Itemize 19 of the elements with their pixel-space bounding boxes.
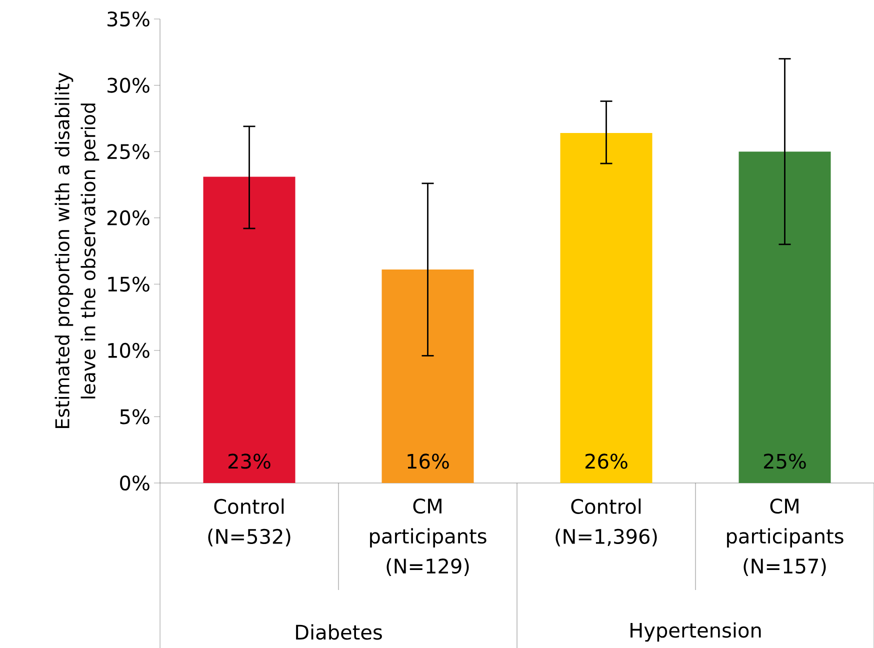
text: Diabetes bbox=[296, 624, 382, 640]
x-tick-label: Control (N=1,396) bbox=[556, 498, 657, 546]
data-label: 23% bbox=[228, 454, 270, 469]
x-tick-label: CM participants (N=157) bbox=[727, 498, 844, 576]
x-tick-label: CM participants (N=129) bbox=[370, 498, 486, 576]
y-axis-title: Estimated proportion with a disability leave in the observation period bbox=[54, 72, 100, 428]
data-label: 25% bbox=[764, 454, 806, 469]
y-tick-label: 35% bbox=[108, 11, 150, 27]
x-tick-label: Control (N=532) bbox=[208, 498, 290, 546]
y-tick-label: 10% bbox=[108, 342, 150, 358]
text: Hypertension bbox=[630, 622, 761, 642]
y-tick-label: 0% bbox=[120, 475, 150, 491]
y-tick-label: 5% bbox=[120, 409, 150, 424]
y-tick-label: 30% bbox=[108, 78, 150, 93]
data-label: 16% bbox=[408, 454, 449, 469]
data-label: 26% bbox=[585, 454, 628, 469]
y-tick-label: 15% bbox=[108, 276, 150, 292]
y-tick-label: 25% bbox=[107, 144, 150, 160]
y-tick-label: 20% bbox=[107, 210, 150, 226]
